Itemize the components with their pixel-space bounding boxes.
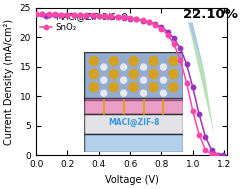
SnO₂ [160,28,163,30]
MACl@ZIF-8/SnO₂ [173,37,175,40]
MACl@ZIF-8/SnO₂ [91,15,94,17]
SnO₂ [91,14,94,16]
Line: SnO₂: SnO₂ [34,12,219,158]
X-axis label: Voltage (V): Voltage (V) [105,175,159,185]
MACl@ZIF-8/SnO₂ [160,26,163,28]
MACl@ZIF-8/SnO₂ [185,63,188,65]
SnO₂ [78,14,81,16]
MACl@ZIF-8/SnO₂ [60,14,63,16]
MACl@ZIF-8/SnO₂ [210,149,213,151]
SnO₂ [60,13,63,16]
MACl@ZIF-8/SnO₂ [191,86,194,89]
Y-axis label: Current Density (mA/cm²): Current Density (mA/cm²) [4,19,14,145]
MACl@ZIF-8/SnO₂ [110,16,113,18]
MACl@ZIF-8/SnO₂ [221,154,224,156]
SnO₂ [122,16,125,19]
MACl@ZIF-8/SnO₂ [135,18,138,21]
MACl@ZIF-8/SnO₂ [85,14,88,17]
Polygon shape [188,22,214,135]
SnO₂ [166,34,169,36]
MACl@ZIF-8/SnO₂ [166,30,169,33]
MACl@ZIF-8/SnO₂ [147,21,150,23]
SnO₂ [191,110,194,112]
Text: 22.10%: 22.10% [183,8,237,21]
SnO₂ [185,82,188,84]
SnO₂ [47,13,50,15]
MACl@ZIF-8/SnO₂ [116,16,119,18]
SnO₂ [53,13,56,15]
MACl@ZIF-8/SnO₂ [141,19,144,22]
SnO₂ [104,15,106,17]
SnO₂ [116,16,119,18]
Line: MACl@ZIF-8/SnO₂: MACl@ZIF-8/SnO₂ [34,12,225,158]
SnO₂ [141,19,144,22]
SnO₂ [35,13,38,15]
SnO₂ [66,13,69,16]
MACl@ZIF-8/SnO₂ [41,13,44,16]
MACl@ZIF-8/SnO₂ [122,17,125,19]
MACl@ZIF-8/SnO₂ [53,14,56,16]
MACl@ZIF-8/SnO₂ [198,113,201,115]
SnO₂ [110,15,113,18]
MACl@ZIF-8/SnO₂ [154,23,157,25]
SnO₂ [147,21,150,23]
MACl@ZIF-8/SnO₂ [204,135,207,138]
SnO₂ [198,134,201,136]
SnO₂ [85,14,88,16]
SnO₂ [204,148,207,151]
MACl@ZIF-8/SnO₂ [66,14,69,16]
SnO₂ [97,15,100,17]
MACl@ZIF-8/SnO₂ [104,15,106,18]
SnO₂ [72,14,75,16]
Legend: MACl@ZIF-8/SnO₂, SnO₂: MACl@ZIF-8/SnO₂, SnO₂ [39,10,133,34]
MACl@ZIF-8/SnO₂ [97,15,100,17]
MACl@ZIF-8/SnO₂ [35,13,38,16]
SnO₂ [210,153,213,155]
MACl@ZIF-8/SnO₂ [179,47,182,50]
Polygon shape [188,22,204,73]
SnO₂ [173,43,175,45]
SnO₂ [215,154,218,156]
SnO₂ [129,17,132,19]
SnO₂ [154,24,157,26]
MACl@ZIF-8/SnO₂ [47,13,50,16]
SnO₂ [179,59,182,61]
MACl@ZIF-8/SnO₂ [216,154,219,156]
MACl@ZIF-8/SnO₂ [129,17,132,20]
SnO₂ [135,18,138,20]
SnO₂ [41,13,44,15]
MACl@ZIF-8/SnO₂ [72,14,75,16]
MACl@ZIF-8/SnO₂ [78,14,81,16]
